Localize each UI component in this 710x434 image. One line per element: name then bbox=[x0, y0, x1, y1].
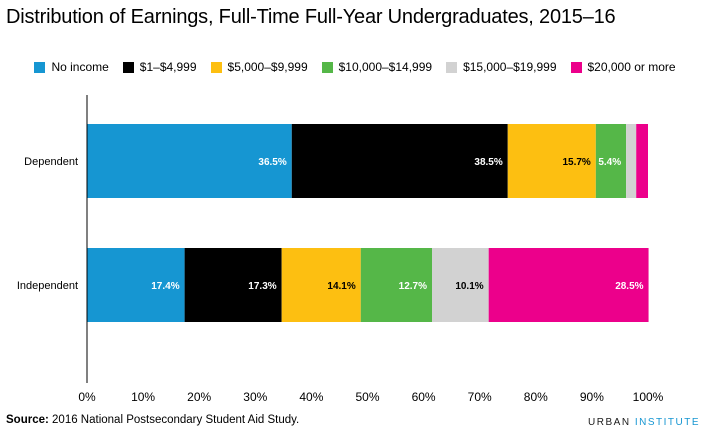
bar-segment-0-3 bbox=[595, 124, 627, 198]
bar-segment-1-5 bbox=[488, 248, 649, 322]
legend-label-1: $1–$4,999 bbox=[139, 60, 197, 74]
data-label-1-3: 12.7% bbox=[399, 281, 427, 292]
data-label-0-0: 36.5% bbox=[258, 157, 286, 168]
source-text: 2016 National Postsecondary Student Aid … bbox=[52, 414, 300, 426]
bar-segment-1-3 bbox=[360, 248, 433, 322]
legend-label-4: $15,000–$19,999 bbox=[463, 60, 557, 74]
category-label-1: Independent bbox=[17, 280, 78, 292]
data-label-1-5: 28.5% bbox=[615, 281, 643, 292]
legend-label-3: $10,000–$14,999 bbox=[338, 60, 433, 74]
x-tick-label-2: 20% bbox=[187, 390, 211, 404]
x-tick-label-10: 100% bbox=[633, 390, 664, 404]
bar-segment-1-2 bbox=[281, 248, 361, 322]
data-label-1-4: 10.1% bbox=[455, 281, 483, 292]
x-tick-label-1: 10% bbox=[131, 390, 155, 404]
data-label-0-2: 15.7% bbox=[562, 157, 590, 168]
x-tick-label-3: 30% bbox=[243, 390, 267, 404]
legend-swatch-5 bbox=[570, 61, 582, 73]
chart-title: Distribution of Earnings, Full-Time Full… bbox=[6, 6, 616, 28]
legend-item-5: $20,000 or more bbox=[570, 60, 676, 74]
legend-swatch-4 bbox=[446, 61, 458, 73]
x-tick-label-7: 70% bbox=[468, 390, 492, 404]
legend-swatch-1 bbox=[122, 61, 134, 73]
legend-swatch-2 bbox=[210, 61, 222, 73]
legend-item-4: $15,000–$19,999 bbox=[446, 60, 557, 74]
data-label-1-2: 14.1% bbox=[327, 281, 355, 292]
data-label-0-1: 38.5% bbox=[474, 157, 502, 168]
urban-institute-logo: URBAN INSTITUTE bbox=[588, 417, 700, 428]
data-label-1-0: 17.4% bbox=[151, 281, 179, 292]
data-label-1-1: 17.3% bbox=[248, 281, 276, 292]
brand-word-1: URBAN bbox=[588, 417, 631, 428]
legend-item-1: $1–$4,999 bbox=[122, 60, 197, 74]
brand-word-2: INSTITUTE bbox=[634, 417, 700, 428]
x-tick-label-4: 40% bbox=[299, 390, 323, 404]
source-note: Source: 2016 National Postsecondary Stud… bbox=[6, 414, 299, 426]
x-tick-label-9: 90% bbox=[580, 390, 604, 404]
data-label-0-3: 5.4% bbox=[598, 157, 621, 168]
source-label: Source: bbox=[6, 414, 49, 426]
legend-label-2: $5,000–$9,999 bbox=[227, 60, 308, 74]
x-tick-label-8: 80% bbox=[524, 390, 548, 404]
bar-segment-0-1 bbox=[291, 124, 508, 198]
bar-segment-0-0 bbox=[87, 124, 292, 198]
bar-segment-0-2 bbox=[507, 124, 596, 198]
chart-legend: No income $1–$4,999 $5,000–$9,999 $10,000–$… bbox=[0, 60, 710, 74]
legend-label-5: $20,000 or more bbox=[587, 60, 676, 74]
bar-segment-0-4 bbox=[626, 124, 637, 198]
legend-item-0: No income bbox=[34, 60, 109, 74]
bar-segment-1-4 bbox=[432, 248, 489, 322]
bar-segment-1-0 bbox=[87, 248, 185, 322]
bar-segment-0-5 bbox=[636, 124, 648, 198]
category-label-0: Dependent bbox=[24, 156, 78, 168]
legend-item-2: $5,000–$9,999 bbox=[210, 60, 308, 74]
x-tick-label-0: 0% bbox=[78, 390, 96, 404]
legend-swatch-3 bbox=[321, 61, 333, 73]
legend-item-3: $10,000–$14,999 bbox=[321, 60, 433, 74]
x-tick-label-6: 60% bbox=[412, 390, 436, 404]
legend-label-0: No income bbox=[51, 60, 109, 74]
legend-swatch-0 bbox=[34, 61, 46, 73]
bar-segment-1-1 bbox=[184, 248, 282, 322]
x-tick-label-5: 50% bbox=[355, 390, 379, 404]
